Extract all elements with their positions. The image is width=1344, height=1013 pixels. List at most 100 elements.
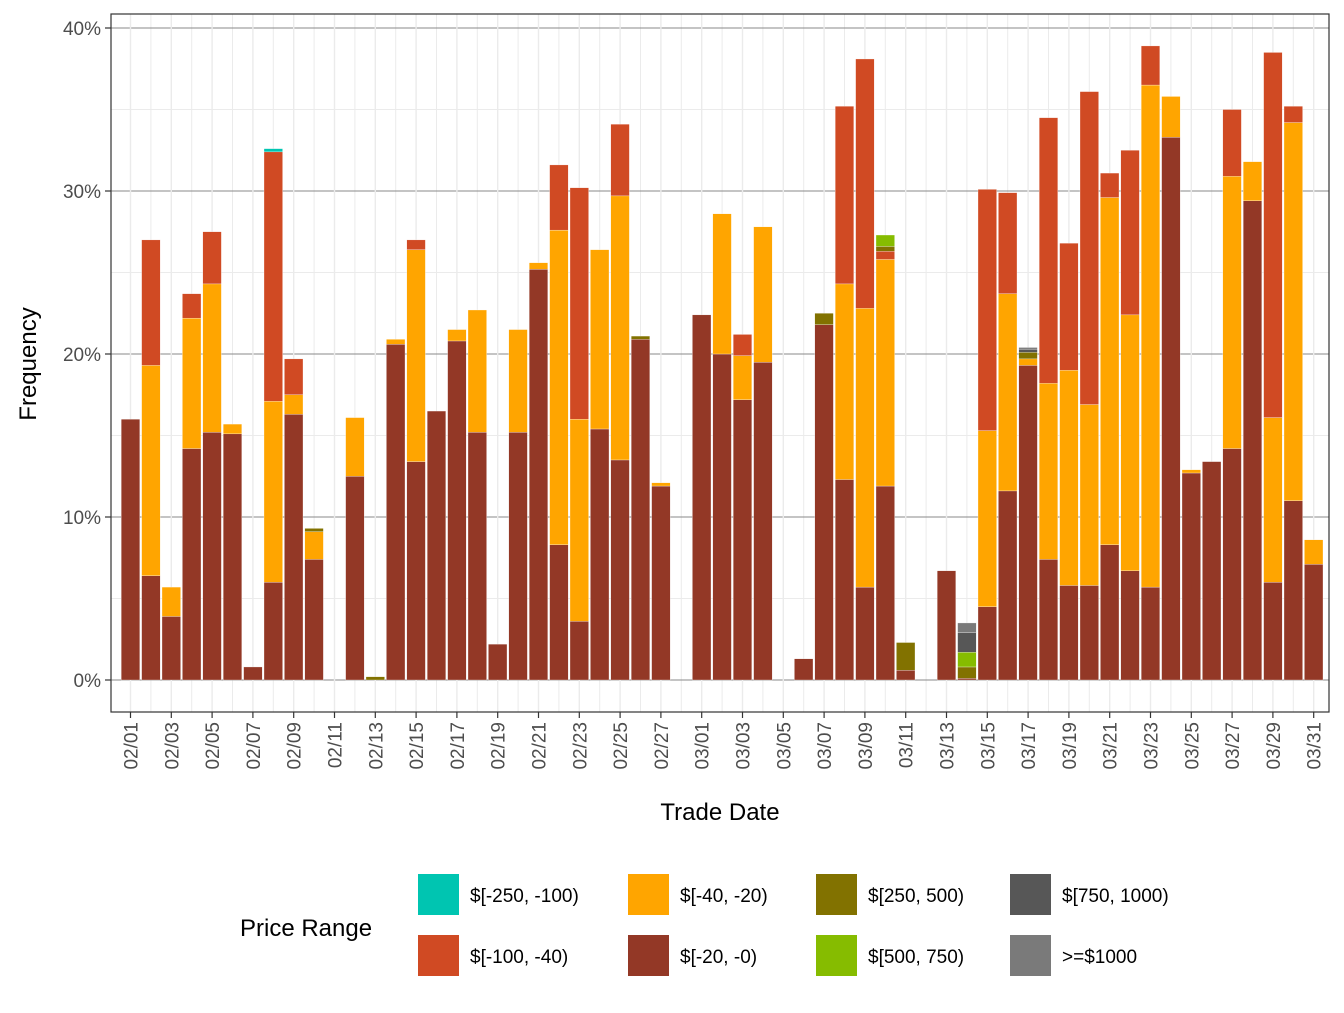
bar-segment: [1283, 106, 1303, 123]
bar-segment: [1100, 172, 1120, 198]
bar-segment: [875, 259, 895, 487]
bar-segment: [447, 340, 467, 681]
x-tick-label: 03/17: [1019, 722, 1040, 770]
bar-segment: [1141, 45, 1160, 86]
bar-segment: [549, 544, 569, 681]
bar-segment: [1181, 472, 1201, 681]
x-tick-label: 02/25: [611, 722, 632, 770]
bar-segment: [1304, 539, 1324, 565]
bar-segment: [345, 417, 365, 477]
bar-segment: [1059, 243, 1079, 371]
x-tick-label: 02/01: [122, 722, 143, 770]
bar-segment: [1283, 122, 1303, 501]
bar-segment: [814, 324, 834, 681]
x-tick-label: 02/15: [407, 722, 428, 770]
bar-segment: [284, 358, 304, 395]
bar-segment: [427, 410, 446, 681]
bar-segment: [263, 401, 283, 583]
bar-segment: [304, 528, 324, 532]
legend-title: Price Range: [240, 915, 372, 942]
bar-segment: [202, 432, 222, 681]
bar-segment: [957, 632, 977, 653]
legend-swatch: [1010, 935, 1051, 976]
bar-segment: [1059, 585, 1079, 681]
bar-segment: [610, 195, 630, 461]
legend-label: >=$1000: [1062, 947, 1137, 968]
x-tick-label: 03/07: [815, 722, 836, 770]
x-tick-label: 02/19: [489, 722, 510, 770]
x-tick-label: 03/19: [1060, 722, 1081, 770]
y-tick-label: 30%: [63, 182, 101, 203]
x-tick-label: 03/25: [1182, 722, 1203, 770]
bar-segment: [1263, 417, 1283, 583]
bar-segment: [529, 262, 548, 270]
legend-label: $[-20, -0): [680, 947, 757, 968]
bar-segment: [875, 485, 895, 681]
bar-segment: [406, 239, 426, 250]
bar-segment: [590, 249, 610, 430]
bar-segment: [1079, 585, 1099, 681]
bar-segment: [569, 621, 589, 681]
bar-segment: [937, 570, 956, 681]
bar-segment: [284, 394, 304, 415]
bar-segment: [263, 582, 283, 681]
bar-segment: [1018, 365, 1038, 681]
bar-segment: [141, 365, 161, 576]
bar-segment: [304, 559, 324, 681]
bar-segment: [141, 239, 161, 366]
x-tick-label: 02/17: [448, 722, 469, 770]
x-tick-label: 02/05: [203, 722, 224, 770]
y-tick-label: 20%: [63, 345, 101, 366]
x-tick-label: 03/31: [1305, 722, 1326, 770]
x-tick-label: 03/23: [1142, 722, 1163, 770]
legend-label: $[-100, -40): [470, 947, 568, 968]
bar-segment: [1141, 586, 1160, 681]
y-tick-label: 0%: [74, 671, 102, 692]
bar-segment: [121, 419, 140, 681]
x-tick-label: 02/23: [570, 722, 591, 770]
bar-segment: [1161, 96, 1181, 138]
bar-segment: [1100, 197, 1120, 545]
bar-segment: [1243, 161, 1262, 201]
bar-segment: [957, 652, 977, 668]
x-tick-label: 03/13: [938, 722, 959, 770]
legend-label: $[750, 1000): [1062, 886, 1169, 907]
bar-segment: [406, 249, 426, 462]
bar-segment: [345, 476, 365, 681]
bar-segment: [957, 622, 977, 633]
bar-segment: [855, 586, 875, 681]
bar-segment: [1222, 448, 1242, 681]
legend-label: $[250, 500): [868, 886, 964, 907]
x-tick-label: 02/11: [326, 722, 347, 768]
bar-segment: [855, 308, 875, 588]
bar-segment: [406, 461, 426, 681]
x-tick-label: 03/27: [1223, 722, 1244, 770]
bar-segment: [590, 428, 610, 681]
legend: Price Range $[-250, -100) $[-100, -40) $[-…: [240, 874, 1169, 976]
bar-segment: [651, 482, 671, 487]
bar-segment: [610, 124, 630, 197]
panel-frame: [110, 13, 1330, 713]
x-tick-label: 03/15: [978, 722, 999, 770]
bar-segment: [855, 58, 875, 309]
x-tick-label: 02/03: [162, 722, 183, 770]
bar-segment: [631, 339, 650, 681]
legend-label: $[-250, -100): [470, 886, 579, 907]
bar-segment: [182, 448, 202, 681]
bar-segment: [1181, 469, 1201, 474]
bar-segment: [1120, 570, 1140, 681]
bar-segment: [998, 490, 1018, 681]
bar-segment: [1222, 109, 1242, 177]
bar-segment: [733, 399, 752, 681]
bar-segment: [1018, 347, 1038, 350]
bar-segment: [712, 213, 732, 355]
bar-segment: [467, 432, 487, 681]
bar-segment: [141, 575, 161, 681]
bar-segment: [1018, 358, 1038, 366]
bar-segment: [1100, 544, 1120, 681]
legend-swatch: [418, 935, 459, 976]
bar-segment: [692, 314, 712, 681]
bar-segment: [875, 234, 895, 247]
y-axis-title: Frequency: [15, 307, 42, 420]
